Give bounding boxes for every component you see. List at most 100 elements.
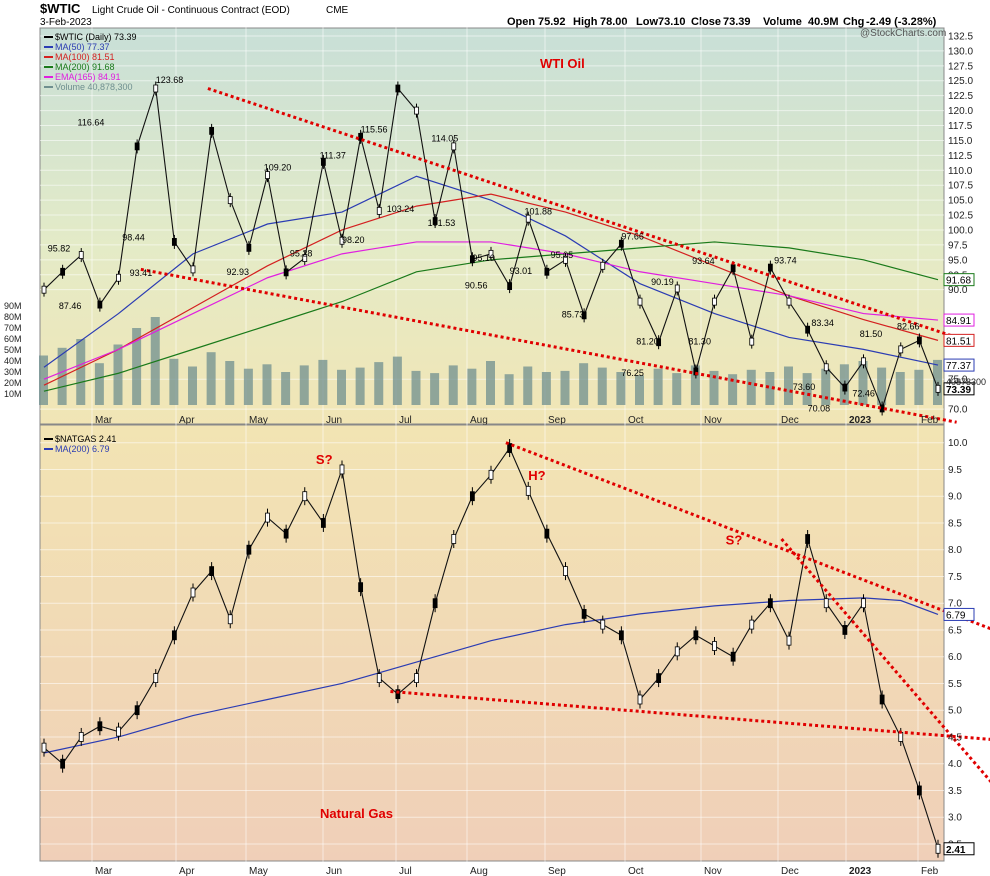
open-value: 75.92 xyxy=(538,16,566,28)
candle-body xyxy=(823,598,829,609)
candle-body xyxy=(358,582,364,593)
candle-body xyxy=(320,518,326,528)
legend-label: Volume 40,878,300 xyxy=(55,82,133,92)
chg-label: Chg xyxy=(843,16,864,28)
volume-bar xyxy=(448,365,458,405)
x-tick-label: Sep xyxy=(548,866,566,876)
y-tick-label: 120.0 xyxy=(948,106,973,117)
volume-bar xyxy=(76,339,86,405)
volume-tick-label: 10M xyxy=(4,389,22,399)
candle-body xyxy=(153,84,159,93)
x-tick-label: 2023 xyxy=(849,415,872,426)
volume-bar xyxy=(690,365,700,405)
candle-body xyxy=(823,363,829,372)
volume-tick-label: 80M xyxy=(4,312,22,322)
candle-body xyxy=(339,236,345,245)
price-annotation: 109.20 xyxy=(264,162,292,172)
close-label: Close xyxy=(691,16,721,28)
ma-line-ma-200- xyxy=(43,597,939,754)
price-annotation: 95.05 xyxy=(551,250,574,260)
volume-bar xyxy=(784,366,793,405)
y-tick-label: 9.0 xyxy=(948,492,962,503)
y-tick-label: 132.5 xyxy=(948,31,973,42)
candle-body xyxy=(265,512,270,523)
candle-body xyxy=(581,609,587,619)
volume-bar xyxy=(411,370,421,405)
x-tick-label: Nov xyxy=(704,415,722,426)
volume-bar xyxy=(486,361,495,405)
candle-body xyxy=(674,284,680,293)
exchange: CME xyxy=(326,5,349,16)
y-tick-label: 8.0 xyxy=(948,545,962,556)
candle-body xyxy=(488,249,494,258)
volume-bar xyxy=(206,352,216,405)
low-value: 73.10 xyxy=(658,16,686,28)
volume-tick-label: 30M xyxy=(4,367,22,377)
candle-body xyxy=(693,630,699,641)
candle-body xyxy=(339,464,345,475)
value-tag-label: 2.41 xyxy=(946,845,966,856)
price-annotation: 97.66 xyxy=(621,232,644,242)
price-annotation: 93.41 xyxy=(130,268,153,278)
candle-body xyxy=(60,267,66,276)
candle-body xyxy=(376,673,382,683)
volume-bar xyxy=(39,355,48,405)
volume-bar xyxy=(262,364,272,405)
candle-body xyxy=(78,732,84,742)
price-annotation: 101.53 xyxy=(428,218,456,228)
candle-body xyxy=(656,673,662,683)
volume-bar xyxy=(281,372,291,405)
symbol: $WTIC xyxy=(40,1,81,16)
wti-x-axis: Mar Apr May Jun Jul Aug Sep Oct Nov Dec 2023 Feb xyxy=(95,415,939,426)
candle-body xyxy=(861,598,866,609)
candle-body xyxy=(749,337,755,346)
natgas-moving-average xyxy=(43,597,939,754)
candle-body xyxy=(432,217,438,225)
wti-annotations: 123.68 116.64 115.56 114.05 111.37 109.20 103.… xyxy=(48,75,920,413)
candle-body xyxy=(134,705,140,716)
y-tick-label: 90.0 xyxy=(948,285,968,296)
candle-body xyxy=(209,126,215,135)
price-annotation: 114.05 xyxy=(431,134,458,144)
price-annotation: 90.56 xyxy=(465,280,488,290)
candle-body xyxy=(414,673,419,683)
x-tick-label: Jun xyxy=(326,866,342,876)
candle-body xyxy=(786,635,792,646)
candle-body xyxy=(767,263,773,272)
natgas-panel-background xyxy=(39,424,945,862)
volume-tick-label: 40M xyxy=(4,356,22,366)
candle-body xyxy=(507,443,513,453)
candle-body xyxy=(935,384,941,393)
x-tick-label: Feb xyxy=(921,866,939,876)
pattern-annotation: S? xyxy=(316,452,333,467)
natgas-gridlines xyxy=(40,422,944,868)
candle-body xyxy=(637,297,643,306)
candle-body xyxy=(153,673,159,683)
volume-bar xyxy=(672,373,682,405)
y-tick-label: 102.5 xyxy=(948,211,973,222)
candle-body xyxy=(358,132,364,141)
volume-bar xyxy=(541,372,551,405)
header: $WTIC Light Crude Oil - Continuous Contr… xyxy=(40,1,937,28)
candle-body xyxy=(544,528,550,539)
price-annotation: 95.28 xyxy=(290,248,313,258)
volume-tick-label: 50M xyxy=(4,345,22,355)
volume-bar xyxy=(895,372,905,405)
candle-body xyxy=(879,694,885,705)
volume-bar xyxy=(821,368,831,405)
volume-bar xyxy=(299,365,309,405)
y-tick-label: 127.5 xyxy=(948,61,973,72)
candle-body xyxy=(730,651,736,662)
value-tag-label: 81.51 xyxy=(946,336,971,347)
y-tick-label: 10.0 xyxy=(948,438,968,449)
open-label: Open xyxy=(507,16,535,28)
legend-label: MA(200) 6.79 xyxy=(55,444,110,454)
volume-bar xyxy=(392,356,402,405)
value-tag xyxy=(943,607,975,621)
volume-bar xyxy=(709,370,719,405)
candle-body xyxy=(190,587,196,598)
price-annotation: 93.01 xyxy=(510,266,533,276)
legend-label: $WTIC (Daily) 73.39 xyxy=(55,32,137,42)
volume-bar xyxy=(746,369,756,405)
